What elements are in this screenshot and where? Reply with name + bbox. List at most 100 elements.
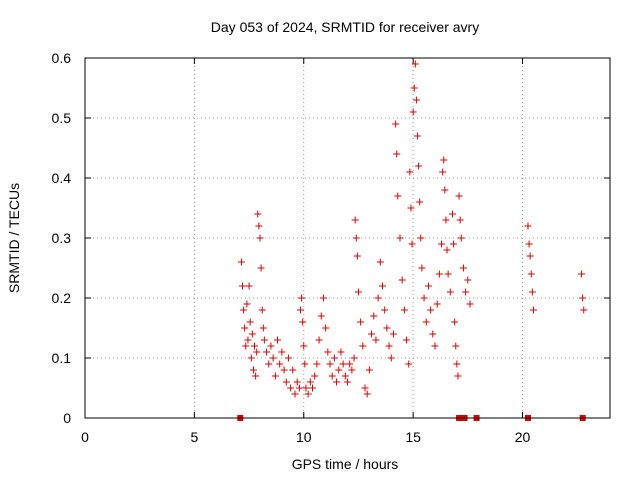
data-point xyxy=(319,294,327,302)
data-point xyxy=(245,282,253,290)
data-point xyxy=(252,372,260,380)
data-point xyxy=(257,264,265,272)
data-point xyxy=(341,372,349,380)
data-point xyxy=(440,156,448,164)
data-point xyxy=(365,366,373,374)
data-point xyxy=(302,384,310,392)
data-point xyxy=(313,360,321,368)
data-point xyxy=(256,234,264,242)
data-point xyxy=(247,354,255,362)
axis-ticks: 0 0.1 0.2 0.3 0.4 0.5 0.6 0 5 10 15 20 xyxy=(52,50,610,445)
data-point xyxy=(293,378,301,386)
data-point xyxy=(429,330,437,338)
data-point xyxy=(309,384,316,392)
data-point xyxy=(450,240,458,248)
data-point xyxy=(449,210,456,218)
data-point xyxy=(330,354,338,362)
data-point xyxy=(403,336,411,344)
data-point xyxy=(405,360,413,368)
data-point xyxy=(580,306,588,314)
y-tick-label: 0.1 xyxy=(52,350,72,366)
x-tick-label: 20 xyxy=(515,429,531,445)
data-point xyxy=(251,342,259,350)
data-point xyxy=(258,306,266,314)
data-point xyxy=(295,384,303,392)
data-point xyxy=(240,306,248,314)
data-point xyxy=(348,366,356,374)
data-point xyxy=(456,216,464,224)
data-point xyxy=(359,342,367,350)
data-point xyxy=(267,342,275,350)
data-point xyxy=(326,360,334,368)
data-point xyxy=(239,282,246,290)
data-point xyxy=(387,354,395,362)
data-point xyxy=(446,288,454,296)
data-point xyxy=(243,300,251,308)
y-axis-title: SRMTID / TECUs xyxy=(6,183,22,293)
data-point xyxy=(424,282,432,290)
data-point xyxy=(410,84,418,92)
data-point xyxy=(242,342,250,350)
data-point xyxy=(381,306,389,314)
data-point xyxy=(529,306,537,314)
data-point xyxy=(304,390,312,398)
data-point xyxy=(376,258,384,266)
data-point xyxy=(339,360,347,368)
y-tick-label: 0 xyxy=(63,410,71,426)
data-point xyxy=(526,252,534,260)
data-point xyxy=(412,96,420,104)
data-point xyxy=(271,372,279,380)
data-point xyxy=(311,372,319,380)
data-point xyxy=(435,270,443,278)
data-point xyxy=(457,234,465,242)
y-tick-label: 0.6 xyxy=(52,50,72,66)
grid-lines xyxy=(85,58,610,418)
data-point xyxy=(389,330,397,338)
data-point xyxy=(306,378,314,386)
data-point xyxy=(263,348,271,356)
data-point xyxy=(417,234,425,242)
data-point xyxy=(317,312,325,320)
data-point xyxy=(274,336,281,344)
data-point xyxy=(246,318,254,326)
y-tick-label: 0.4 xyxy=(52,170,72,186)
data-point xyxy=(354,288,362,296)
data-point xyxy=(287,384,295,392)
data-point xyxy=(353,252,361,260)
data-point xyxy=(315,336,323,344)
data-point xyxy=(524,222,532,230)
data-point xyxy=(393,150,401,158)
data-point xyxy=(254,210,262,218)
data-point xyxy=(265,360,273,368)
data-point xyxy=(433,300,441,308)
data-point xyxy=(400,306,408,314)
data-points xyxy=(237,60,588,421)
data-point xyxy=(464,276,472,284)
data-point xyxy=(350,354,358,362)
data-point xyxy=(579,294,587,302)
data-point xyxy=(259,324,267,332)
data-point xyxy=(422,318,430,326)
data-point xyxy=(322,324,330,332)
data-point xyxy=(296,306,304,314)
data-point xyxy=(451,318,459,326)
data-point xyxy=(328,372,336,380)
data-point xyxy=(394,192,402,200)
data-point xyxy=(379,282,386,290)
data-point xyxy=(409,108,417,116)
data-point xyxy=(427,306,435,314)
data-point xyxy=(411,60,419,68)
data-point xyxy=(284,354,292,362)
y-tick-label: 0.5 xyxy=(52,110,72,126)
data-point xyxy=(244,336,252,344)
data-point xyxy=(363,390,371,398)
data-point xyxy=(407,204,415,212)
x-axis-title: GPS time / hours xyxy=(292,456,399,472)
data-point xyxy=(418,264,426,272)
data-point xyxy=(357,318,365,326)
data-point xyxy=(301,360,309,368)
data-point xyxy=(241,324,249,332)
data-point xyxy=(280,366,288,374)
data-point xyxy=(282,378,290,386)
x-tick-label: 0 xyxy=(81,429,89,445)
